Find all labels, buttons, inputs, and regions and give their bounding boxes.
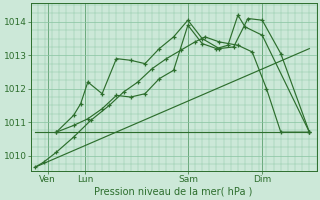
X-axis label: Pression niveau de la mer( hPa ): Pression niveau de la mer( hPa ) — [94, 187, 253, 197]
